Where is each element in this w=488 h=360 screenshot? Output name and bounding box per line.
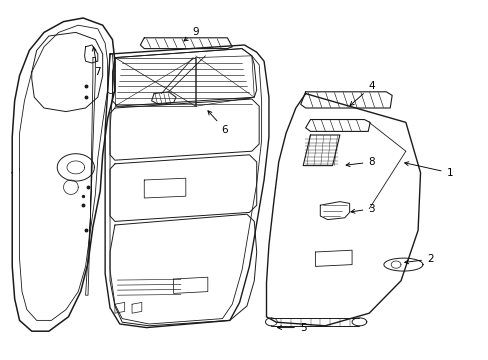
Text: 6: 6 [207,111,228,135]
Text: 7: 7 [92,47,101,77]
Text: 1: 1 [404,162,452,178]
Text: 2: 2 [404,254,433,264]
Text: 4: 4 [349,81,374,105]
Text: 8: 8 [346,157,374,167]
Text: 5: 5 [277,323,306,333]
Text: 3: 3 [350,204,374,214]
Text: 9: 9 [183,27,199,41]
